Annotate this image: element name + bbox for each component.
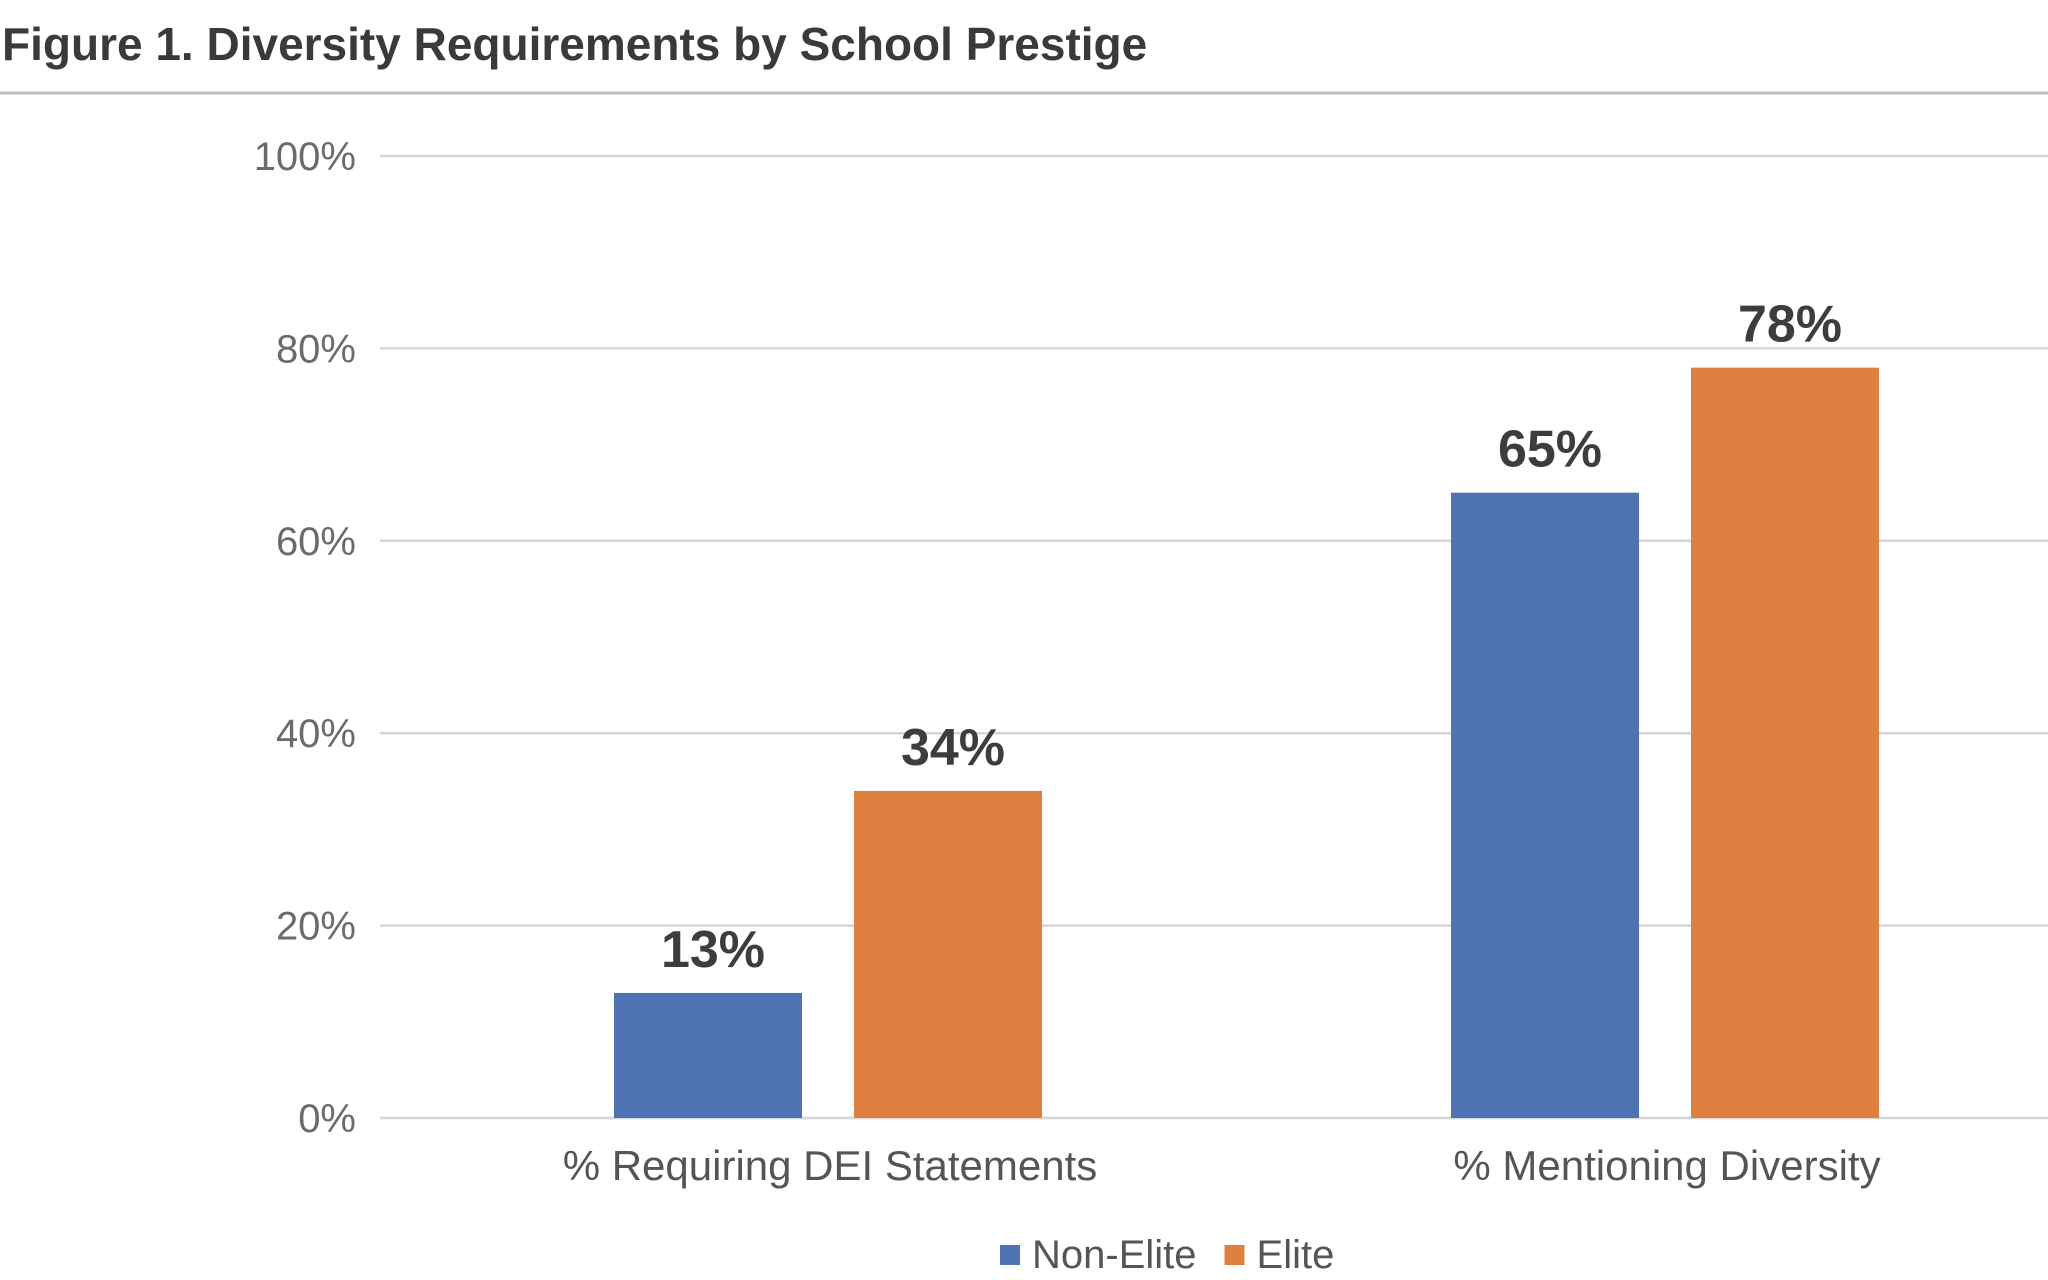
data-labels: 13% 34% 65% 78% [661,296,1842,979]
y-tick-label: 80% [276,327,356,371]
x-axis-categories: % Requiring DEI Statements % Mentioning D… [563,1142,1881,1189]
legend-swatch [1224,1245,1245,1265]
bar-elite [1691,367,1879,1118]
chart-title: Figure 1. Diversity Requirements by Scho… [2,18,1147,70]
y-tick-label: 20% [276,905,356,949]
legend-swatch [1000,1245,1020,1265]
bar-non-elite [614,992,802,1118]
legend-label: Non-Elite [1032,1233,1197,1277]
y-tick-label: 40% [276,712,356,756]
data-label: 34% [901,719,1005,777]
y-tick-label: 100% [254,135,356,179]
x-category-label: % Requiring DEI Statements [563,1142,1098,1189]
bars [614,367,1879,1118]
legend: Non-Elite Elite [1000,1233,1334,1277]
data-label: 78% [1738,296,1842,354]
x-category-label: % Mentioning Diversity [1453,1142,1880,1189]
y-tick-label: 60% [276,520,356,564]
y-axis-ticks: 0% 20% 40% 60% 80% 100% [254,135,356,1141]
legend-label: Elite [1257,1233,1335,1277]
data-label: 65% [1498,421,1602,479]
bar-elite [854,790,1042,1118]
data-label: 13% [661,921,765,979]
y-tick-label: 0% [298,1097,356,1141]
bar-non-elite [1451,492,1639,1118]
